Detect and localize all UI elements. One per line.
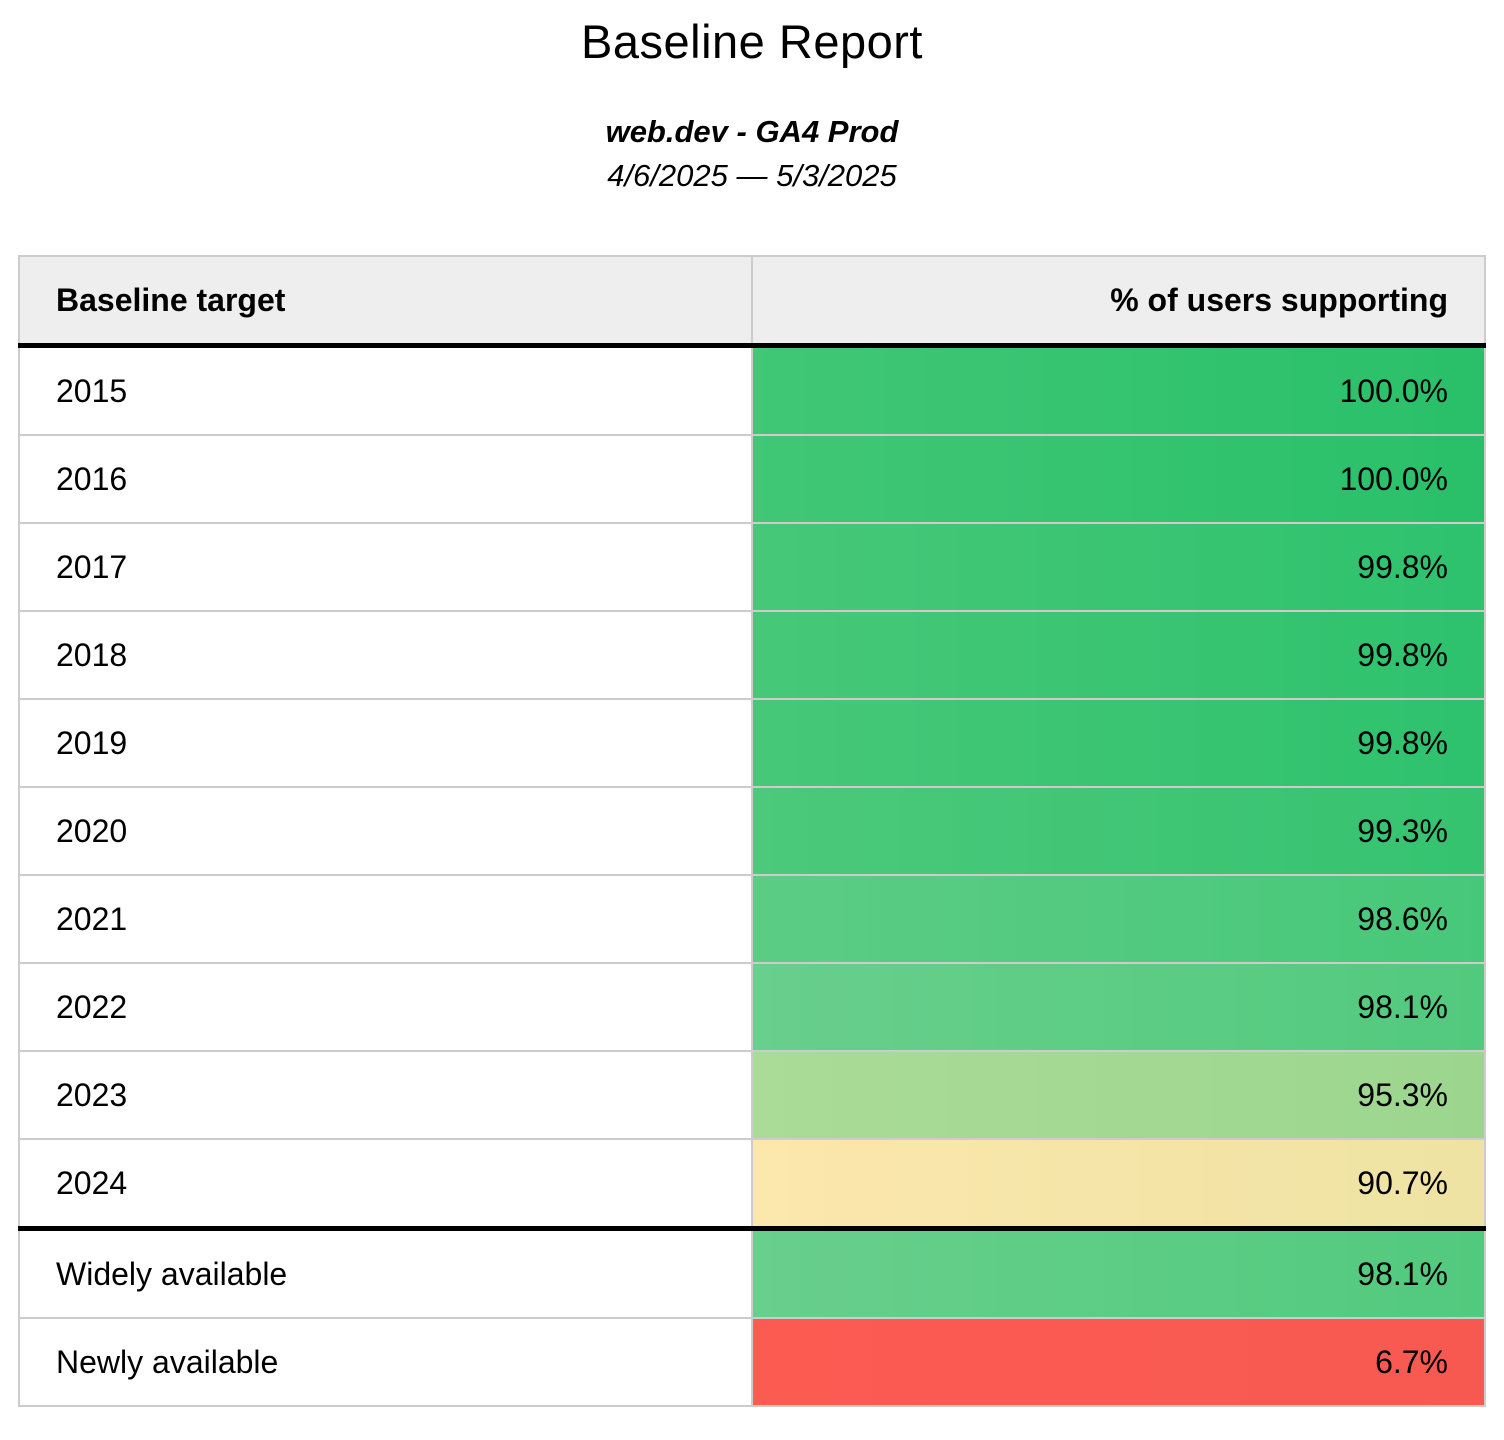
- report-date-range: 4/6/2025 — 5/3/2025: [607, 158, 897, 193]
- report-subtitle: web.dev - GA4 Prod: [605, 114, 899, 149]
- table-row: 2017 99.8%: [18, 522, 1486, 612]
- percent-supporting-cell: 90.7%: [751, 1138, 1486, 1230]
- percent-supporting-cell: 99.8%: [751, 698, 1486, 788]
- percent-supporting-cell: 99.8%: [751, 610, 1486, 700]
- table-row: 2018 99.8%: [18, 610, 1486, 700]
- percent-supporting-cell: 100.0%: [751, 344, 1486, 436]
- baseline-target-cell: Widely available: [18, 1226, 753, 1319]
- baseline-target-cell: 2021: [18, 874, 753, 964]
- baseline-table-head: Baseline target % of users supporting: [18, 255, 1486, 348]
- percent-supporting-cell: 6.7%: [751, 1317, 1486, 1407]
- baseline-target-cell: 2018: [18, 610, 753, 700]
- table-row: Newly available 6.7%: [18, 1317, 1486, 1407]
- table-row: 2016 100.0%: [18, 434, 1486, 524]
- table-row: 2024 90.7%: [18, 1138, 1486, 1230]
- table-row: 2022 98.1%: [18, 962, 1486, 1052]
- baseline-report-table: Baseline target % of users supporting 20…: [18, 255, 1486, 1407]
- table-row: 2023 95.3%: [18, 1050, 1486, 1140]
- baseline-table-body: 2015 100.0% 2016 100.0% 2017 99.8% 2018 99.8% 20…: [18, 344, 1486, 1407]
- percent-supporting-cell: 98.6%: [751, 874, 1486, 964]
- column-header-baseline-target: Baseline target: [18, 255, 753, 348]
- baseline-target-cell: 2022: [18, 962, 753, 1052]
- baseline-target-cell: 2023: [18, 1050, 753, 1140]
- baseline-target-cell: 2016: [18, 434, 753, 524]
- column-header-percent-supporting: % of users supporting: [751, 255, 1486, 348]
- baseline-target-cell: 2019: [18, 698, 753, 788]
- baseline-target-cell: Newly available: [18, 1317, 753, 1407]
- baseline-target-cell: 2017: [18, 522, 753, 612]
- baseline-target-cell: 2015: [18, 344, 753, 436]
- percent-supporting-cell: 99.3%: [751, 786, 1486, 876]
- header-row: Baseline target % of users supporting: [18, 255, 1486, 348]
- table-row: 2021 98.6%: [18, 874, 1486, 964]
- baseline-target-cell: 2024: [18, 1138, 753, 1230]
- table-row: 2019 99.8%: [18, 698, 1486, 788]
- percent-supporting-cell: 99.8%: [751, 522, 1486, 612]
- percent-supporting-cell: 100.0%: [751, 434, 1486, 524]
- report-header: Baseline Report web.dev - GA4 Prod 4/6/2…: [0, 14, 1504, 198]
- table-row: Widely available 98.1%: [18, 1226, 1486, 1319]
- percent-supporting-cell: 98.1%: [751, 1226, 1486, 1319]
- percent-supporting-cell: 98.1%: [751, 962, 1486, 1052]
- page-title: Baseline Report: [581, 15, 923, 68]
- percent-supporting-cell: 95.3%: [751, 1050, 1486, 1140]
- baseline-target-cell: 2020: [18, 786, 753, 876]
- table-row: 2015 100.0%: [18, 344, 1486, 436]
- table-row: 2020 99.3%: [18, 786, 1486, 876]
